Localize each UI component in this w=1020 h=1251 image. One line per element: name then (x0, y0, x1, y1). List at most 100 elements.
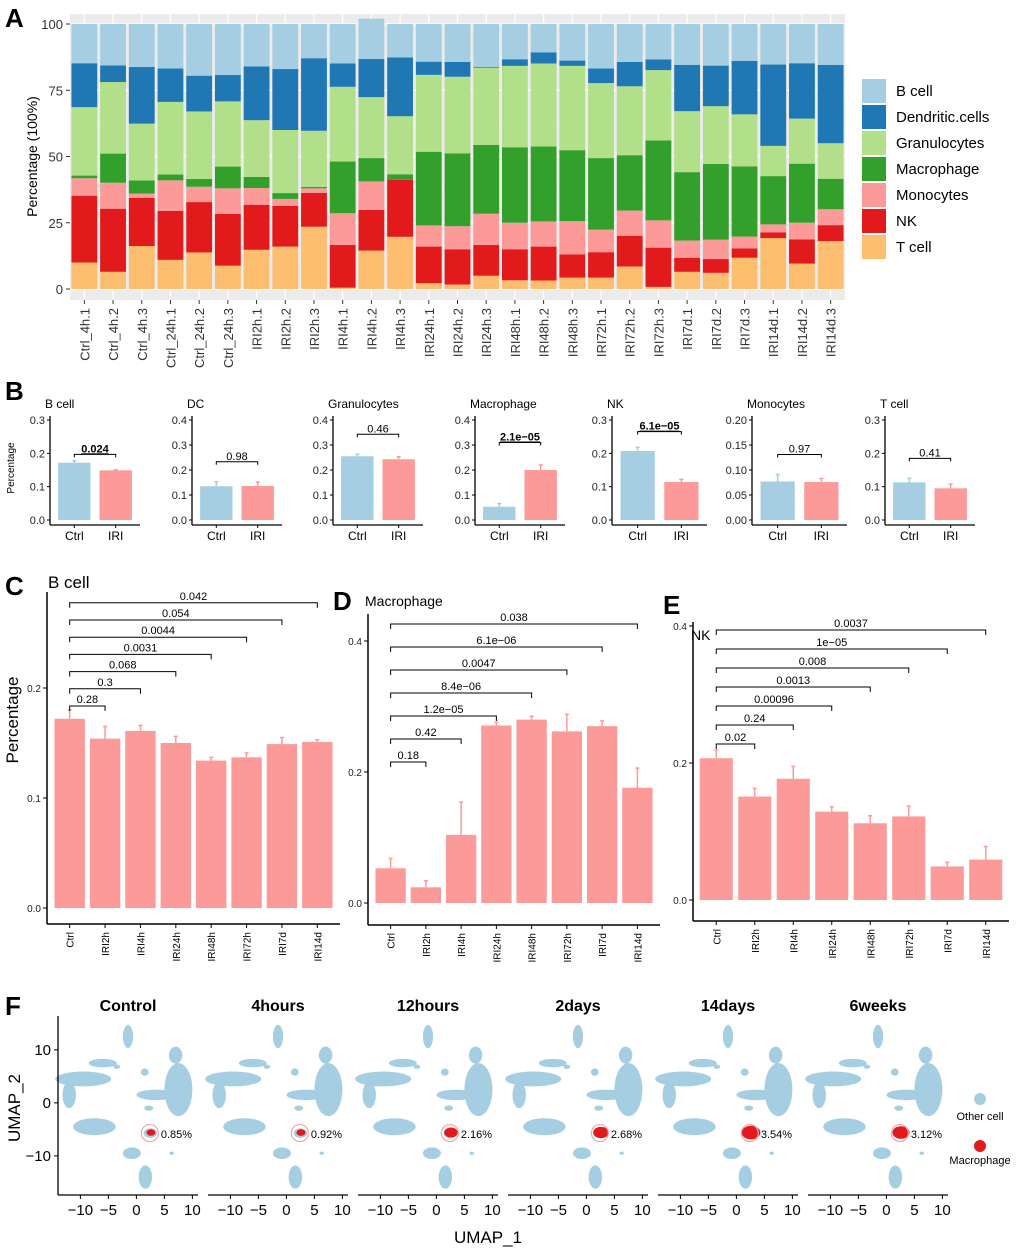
p-value-label: 0.0047 (462, 658, 496, 670)
y-tick-label: 0.2 (455, 465, 470, 477)
bar-segment-granulocytes (444, 76, 471, 154)
umap-cluster-other-cell (572, 1024, 584, 1049)
bar-segment-dendritic-cells (559, 60, 586, 66)
umap-cluster-other-cell (205, 1071, 262, 1087)
y-tick-label: 0.1 (30, 482, 45, 494)
bar-segment-macrophage (473, 144, 500, 214)
x-tick-label: 0 (132, 1202, 140, 1219)
bar-iri4h (445, 834, 477, 903)
chart-title: B cell (48, 573, 90, 592)
chart-title: NK (691, 627, 711, 643)
x-tick-label: Ctrl (207, 529, 226, 543)
macrophage-highlight-circle (140, 1123, 159, 1143)
x-tick-label: IRI4h.2 (364, 308, 379, 350)
bar-segment-t-cell (501, 280, 528, 289)
umap-cluster-other-cell (422, 1147, 441, 1160)
umap-cluster-other-cell (288, 1165, 303, 1189)
x-tick-label: −10 (68, 1202, 93, 1219)
bar-segment-b-cell (128, 24, 155, 67)
legend-label: B cell (896, 83, 933, 100)
umap-cluster-other-cell (890, 1068, 899, 1076)
umap-cluster-other-cell (736, 1089, 776, 1101)
x-tick-label: IRI48h.1 (508, 308, 523, 357)
bar-iri48h (195, 760, 227, 908)
subplot-granulocytes: Granulocytes 0.0 0.1 0.2 0.3 0.4 Ctrl IRI 0.46 (313, 397, 423, 543)
bar-segment-nk (501, 249, 528, 281)
bar-segment-macrophage (272, 193, 299, 199)
comparison-bracket (715, 629, 987, 635)
subplot-title: 4hours (251, 998, 304, 1015)
y-tick-label: 0 (56, 282, 63, 297)
y-tick-label: −10 (26, 1148, 51, 1165)
y-tick-label: 0.10 (726, 465, 747, 477)
umap-cluster-other-cell (914, 1063, 943, 1117)
umap-cluster-other-cell (768, 1046, 783, 1064)
x-tick-label: IRI24h.2 (451, 308, 466, 357)
x-tick-label: IRI (674, 529, 689, 543)
bar-ctrl (699, 758, 733, 900)
bar-segment-macrophage (186, 179, 213, 187)
bar-iri2h (410, 887, 442, 903)
bar-segment-b-cell (645, 24, 672, 60)
umap-cluster-other-cell (505, 1071, 562, 1087)
umap-cluster-other-cell (355, 1071, 412, 1087)
bar-segment-granulocytes (616, 86, 643, 156)
comparison-bracket (69, 636, 248, 643)
bar-segment-macrophage (501, 147, 528, 223)
bar-segment-nk (645, 247, 672, 287)
y-tick-label: 25 (49, 216, 63, 231)
bar-segment-b-cell (501, 24, 528, 60)
bar-segment-monocytes (186, 186, 213, 203)
x-tick-label: Ctrl (900, 529, 919, 543)
bar-segment-monocytes (731, 236, 758, 249)
x-tick-label: 5 (310, 1202, 318, 1219)
bar-segment-t-cell (645, 286, 672, 289)
x-tick-label: IRI (391, 529, 406, 543)
x-tick-label: IRI7d.3 (738, 308, 753, 350)
umap-cluster-other-cell (872, 1147, 891, 1160)
bar-segment-t-cell (588, 277, 614, 289)
bar-segment-b-cell (473, 24, 500, 68)
x-tick-label: 10 (184, 1202, 201, 1219)
bar-segment-macrophage (214, 166, 241, 189)
bar-segment-macrophage (702, 163, 729, 240)
y-tick-label: 0.4 (172, 415, 187, 427)
umap-cluster-other-cell (738, 1165, 753, 1189)
bar-segment-monocytes (817, 209, 844, 226)
comparison-bracket (390, 646, 603, 652)
umap-cluster-other-cell (444, 1105, 454, 1111)
umap-cluster-other-cell (805, 1071, 862, 1087)
umap-cluster-other-cell (614, 1063, 643, 1117)
macrophage-percentage-label: 0.92% (311, 1129, 342, 1141)
subplot-title: 6weeks (850, 998, 907, 1015)
x-tick-label: −5 (850, 1202, 867, 1219)
x-tick-label: IRI72h.3 (651, 308, 666, 357)
panel-d-macrophage-bar-chart: Macrophage 0.0 0.2 0.4 Ctrl IRI2h IRI4h IRI24h I… (348, 593, 660, 962)
bar-segment-nk (789, 239, 815, 264)
x-tick-label: Ctrl_24h.3 (221, 308, 236, 368)
legend-swatch-b-cell (862, 79, 886, 103)
umap-cluster-macrophage (146, 1129, 156, 1136)
x-tick-label: Ctrl (712, 929, 723, 945)
x-tick-label: IRI48h.2 (537, 308, 552, 357)
umap-cluster-other-cell (619, 1151, 624, 1155)
bar-segment-t-cell (760, 238, 787, 289)
x-tick-label: IRI4h (789, 929, 800, 953)
bar-segment-dendritic-cells (358, 58, 385, 98)
bar-segment-monocytes (301, 188, 327, 193)
legend-label: Other cell (956, 1111, 1003, 1123)
macrophage-percentage-label: 2.68% (611, 1129, 642, 1141)
y-tick-label: 0.4 (455, 415, 470, 427)
panel-e-nk-bar-chart: NK 0.0 0.2 0.4 Ctrl IRI2h IRI4h IRI24h IRI48h IRI… (673, 618, 1009, 958)
y-tick-label: 0.2 (313, 465, 328, 477)
bar-segment-dendritic-cells (588, 68, 614, 84)
bar-iri14d (969, 859, 1003, 900)
bar-segment-nk (731, 248, 758, 258)
p-value-label: 6.1e−05 (639, 421, 679, 433)
umap-cluster-other-cell (823, 1118, 866, 1136)
bar-segment-nk (214, 214, 241, 266)
bar-segment-t-cell (186, 252, 213, 289)
bar-segment-granulocytes (128, 123, 155, 181)
x-tick-label: IRI (533, 529, 548, 543)
y-axis-title: Percentage (3, 677, 22, 764)
